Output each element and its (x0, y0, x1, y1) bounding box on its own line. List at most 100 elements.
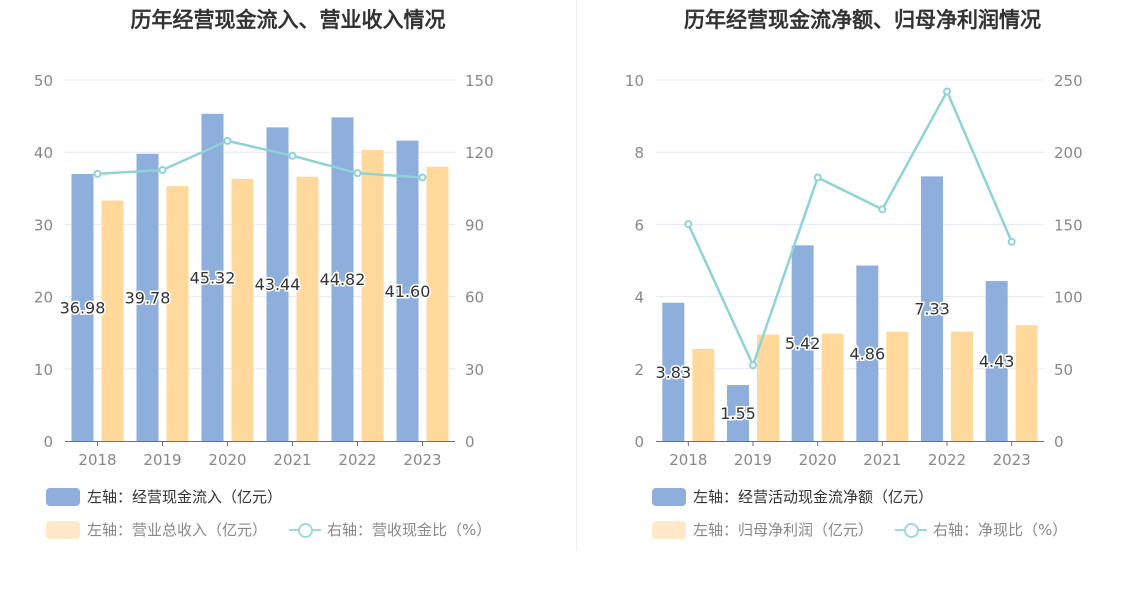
legend-swatch (46, 487, 80, 506)
legend-item-bar-1[interactable]: 左轴：经营活动现金流净额（亿元） (652, 486, 933, 507)
bar-primary (331, 117, 354, 441)
bar-secondary (886, 331, 909, 441)
legend-label: 右轴：营收现金比（%） (327, 521, 492, 539)
bar-primary (727, 385, 749, 441)
x-axis-tick-label: 2022 (928, 451, 966, 469)
bar-data-label: 41.60 (385, 282, 431, 301)
x-axis-tick-label: 2020 (799, 451, 837, 469)
x-axis-tick-label: 2020 (208, 451, 246, 469)
left-axis-tick-label: 10 (34, 361, 53, 379)
line-point (943, 87, 951, 96)
legend-label: 左轴：归母净利润（亿元） (693, 521, 874, 539)
right-axis-tick-label: 250 (1054, 72, 1083, 90)
right-axis-tick-label: 30 (465, 361, 484, 379)
right-axis-tick-label: 100 (1054, 289, 1083, 307)
bar-secondary (426, 166, 449, 441)
chart-legend-row-2: 左轴：营业总收入（亿元） 右轴：营收现金比（%） (46, 519, 513, 540)
legend-label: 左轴：营业总收入（亿元） (87, 521, 268, 539)
chart-legend-row-1: 左轴：经营活动现金流净额（亿元） (652, 486, 955, 507)
legend-item-line[interactable]: 右轴：营收现金比（%） (289, 519, 491, 540)
chart-plot: 0 10 20 30 40 50 0 30 60 90 120 150 2018 2019 2020 2021… (34, 72, 494, 469)
left-axis-tick-label: 6 (634, 216, 644, 234)
left-axis-tick-label: 10 (625, 72, 644, 90)
right-axis-tick-label: 50 (1054, 361, 1073, 379)
left-chart-panel: 历年经营现金流入、营业收入情况 0 10 20 30 40 50 0 30 60 90 120 150… (0, 0, 576, 560)
bar-secondary (101, 200, 124, 441)
chart-title: 历年经营现金流入、营业收入情况 (130, 8, 446, 32)
left-axis-tick-label: 0 (634, 433, 644, 451)
x-axis-tick-label: 2022 (338, 451, 376, 469)
bar-primary (662, 302, 685, 441)
legend-swatch (46, 520, 80, 539)
bar-primary (71, 174, 94, 441)
right-axis-tick-label: 200 (1054, 144, 1083, 162)
line-point (158, 166, 167, 175)
right-axis-tick-label: 150 (1054, 216, 1083, 234)
bar-data-label: 44.82 (320, 270, 366, 289)
right-axis-tick-label: 0 (1054, 433, 1064, 451)
bar-data-label: 1.55 (720, 404, 756, 423)
bar-data-label: 7.33 (914, 300, 950, 319)
line-point (93, 169, 102, 178)
panel-divider (576, 0, 577, 550)
line-point (749, 361, 757, 370)
legend-item-line[interactable]: 右轴：净现比（%） (895, 519, 1067, 540)
left-axis-tick-label: 40 (34, 144, 53, 162)
bar-primary (396, 140, 419, 441)
bar-primary (985, 281, 1008, 441)
legend-item-bar-1[interactable]: 左轴：经营现金流入（亿元） (46, 486, 282, 507)
line-point (878, 205, 887, 214)
right-axis-tick-label: 60 (465, 289, 484, 307)
bar-primary (856, 265, 879, 441)
bar-primary (136, 153, 159, 442)
bar-data-label: 3.83 (656, 363, 692, 382)
line-point (1007, 237, 1016, 246)
right-chart-panel: 历年经营现金流净额、归母净利润情况 0 2 4 6 8 10 0 50 100 150 200 250… (577, 0, 1148, 560)
x-axis-tick-label: 2021 (863, 451, 901, 469)
bar-data-label: 43.44 (255, 275, 301, 294)
line-point (684, 220, 693, 229)
legend-label: 左轴：经营活动现金流净额（亿元） (693, 488, 934, 506)
bar-secondary (296, 176, 319, 442)
bar-primary (921, 176, 943, 441)
left-axis-tick-label: 4 (634, 289, 644, 307)
left-axis-tick-label: 8 (634, 144, 644, 162)
right-axis-tick-label: 120 (465, 144, 494, 162)
line-series (97, 139, 423, 179)
legend-item-bar-2[interactable]: 左轴：营业总收入（亿元） (46, 519, 267, 540)
bar-primary (201, 113, 224, 441)
right-axis-tick-label: 0 (465, 433, 475, 451)
line-point (353, 169, 362, 178)
legend-line-icon (895, 521, 928, 539)
x-axis-tick-label: 2021 (273, 451, 311, 469)
bar-data-label: 4.43 (979, 352, 1015, 371)
line-point (418, 173, 427, 182)
line-point (813, 173, 822, 182)
x-axis-tick-label: 2023 (403, 451, 441, 469)
chart-legend-row-2: 左轴：归母净利润（亿元） 右轴：净现比（%） (652, 519, 1089, 540)
bar-secondary (821, 333, 844, 441)
x-axis-tick-label: 2018 (78, 451, 116, 469)
legend-label: 右轴：净现比（%） (933, 521, 1068, 539)
line-point (288, 151, 297, 160)
legend-line-icon (289, 521, 322, 539)
x-axis-tick-label: 2018 (669, 451, 707, 469)
bar-secondary (951, 331, 973, 441)
bar-secondary (757, 334, 779, 441)
right-axis-tick-label: 90 (465, 216, 484, 234)
legend-item-bar-2[interactable]: 左轴：归母净利润（亿元） (652, 519, 873, 540)
left-axis-tick-label: 30 (34, 216, 53, 234)
left-axis-tick-label: 2 (634, 361, 644, 379)
bar-secondary (692, 348, 715, 441)
line-point (223, 136, 232, 145)
bar-data-label: 39.78 (125, 288, 171, 307)
chart-legend-row-1: 左轴：经营现金流入（亿元） (46, 486, 304, 507)
bar-data-label: 5.42 (785, 334, 821, 353)
bar-secondary (361, 150, 384, 441)
bar-data-label: 4.86 (850, 344, 886, 363)
right-axis-tick-label: 150 (465, 72, 494, 90)
left-axis-tick-label: 20 (34, 289, 53, 307)
bar-primary (266, 127, 289, 442)
bar-secondary (1015, 325, 1038, 441)
